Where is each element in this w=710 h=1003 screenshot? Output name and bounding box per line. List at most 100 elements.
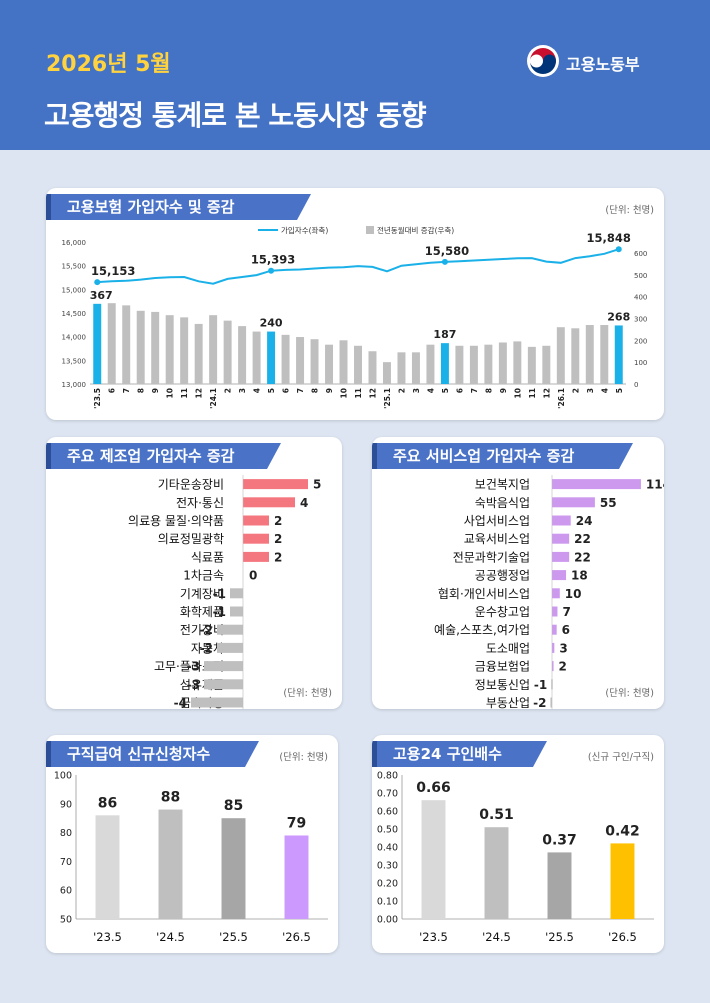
left-axis-tick: 16,000 — [62, 239, 87, 247]
category-label: 의료용 물질·의약품 — [128, 513, 224, 528]
x-tick-label: 8 — [484, 388, 493, 393]
x-tick-label: 3 — [586, 388, 595, 393]
value-label: 10 — [565, 587, 582, 601]
increase-bar — [513, 341, 522, 384]
value-bar — [204, 661, 243, 672]
x-tick-label: 4 — [600, 388, 609, 393]
value-label: 18 — [571, 569, 588, 583]
x-tick-label: 9 — [499, 388, 508, 393]
y-tick-label: 0.20 — [377, 879, 398, 890]
ministry-logo: 고용노동부 — [526, 44, 666, 80]
y-tick-label: 60 — [60, 886, 72, 897]
value-label: 0.37 — [542, 832, 577, 848]
services-chart: 보건복지업114숙박음식업55사업서비스업24교육서비스업22전문과학기술업22… — [434, 475, 664, 709]
value-label: 6 — [562, 623, 570, 637]
increase-bar — [585, 325, 594, 384]
value-bar — [243, 497, 295, 508]
manufacturing-panel: 주요 제조업 가입자수 증감 (단위: 천명) 기타운송장비 5 전자·통신 4 의료용… — [46, 437, 342, 709]
y-tick-label: 0.60 — [377, 807, 398, 818]
value-bar — [552, 624, 557, 635]
increase-bar — [440, 343, 449, 384]
value-bar — [221, 818, 246, 919]
y-tick-label: 0.80 — [377, 771, 398, 782]
increase-bar — [209, 315, 218, 384]
x-tick-label: '26.1 — [557, 388, 566, 409]
x-tick-label: '23.5 — [93, 388, 102, 409]
services-panel: 주요 서비스업 가입자수 증감 (단위: 천명) 보건복지업 114 숙박음식업 55… — [372, 437, 664, 709]
insurance-unit-label: (단위: 천명) — [605, 205, 654, 216]
value-bar — [230, 606, 243, 617]
x-tick-label: '23.5 — [419, 930, 448, 944]
x-tick-label: 7 — [122, 388, 131, 393]
value-label: 22 — [574, 550, 591, 564]
x-tick-label: '25.5 — [219, 930, 248, 944]
right-axis-tick: 400 — [634, 294, 647, 302]
value-bar — [243, 479, 308, 490]
x-tick-label: 4 — [253, 388, 262, 393]
x-tick-label: 6 — [108, 388, 117, 393]
category-label: 의료정밀광학 — [158, 532, 224, 546]
subscriber-point — [268, 267, 275, 274]
category-label: 보건복지업 — [475, 478, 530, 492]
increase-bar — [267, 331, 276, 384]
jobratio-panel: 고용24 구인배수 (신규 구인/구직) 0.00 0.10 0.20 0.30 0.4… — [372, 735, 664, 953]
y-tick-label: 0.40 — [377, 843, 398, 854]
x-tick-label: 7 — [470, 388, 479, 393]
value-bar — [552, 606, 558, 617]
increase-bar — [455, 345, 464, 384]
x-tick-label: 2 — [397, 388, 406, 393]
value-bar — [243, 551, 269, 562]
subscriber-point-label: 15,580 — [425, 244, 469, 258]
subscriber-point-label: 15,848 — [587, 231, 631, 245]
jobratio-panel-title: 고용24 구인배수 — [372, 741, 547, 767]
jobratio-unit-label: (신규 구인/구직) — [587, 752, 654, 763]
value-label: 0.66 — [416, 780, 451, 796]
increase-bar — [542, 345, 551, 384]
left-axis-tick: 15,500 — [62, 263, 87, 271]
value-label: 88 — [161, 790, 180, 806]
value-bar — [610, 843, 635, 919]
x-tick-label: 9 — [325, 388, 334, 393]
y-tick-label: 90 — [60, 799, 72, 810]
taegeuk-icon — [527, 45, 559, 77]
right-axis-tick: 200 — [634, 337, 647, 345]
subscriber-point — [441, 258, 448, 265]
jobseeking-panel: 구직급여 신규신청자수 (단위: 천명) 50 60 70 80 90 100 86 '23.… — [46, 735, 338, 953]
category-label: 정보통신업 — [475, 678, 530, 692]
increase-bar — [93, 303, 102, 384]
category-label: 기계장비 — [180, 587, 224, 601]
insurance-panel-title: 고용보험 가입자수 및 증감 — [46, 194, 311, 220]
x-tick-label: 3 — [412, 388, 421, 393]
value-bar — [230, 588, 243, 599]
category-label: 기타운송장비 — [158, 478, 224, 492]
increase-bar — [339, 340, 348, 384]
value-bar — [95, 815, 120, 919]
category-label: 전문과학기술업 — [453, 550, 530, 564]
category-label: 금융보험업 — [475, 660, 530, 674]
x-tick-label: 5 — [615, 388, 624, 393]
page-title: 고용행정 통계로 본 노동시장 동향 — [44, 99, 427, 132]
x-tick-label: '24.1 — [209, 388, 218, 409]
category-label: 1차금속 — [183, 569, 224, 583]
jobratio-chart: 0.00 0.10 0.20 0.30 0.40 0.50 0.60 0.70 0.80 0.66… — [377, 771, 654, 944]
value-label: 2 — [274, 514, 282, 528]
value-label: -2 — [200, 641, 213, 655]
value-bar — [421, 800, 446, 919]
increase-bar — [252, 331, 261, 384]
x-tick-label: 6 — [282, 388, 291, 393]
legend-bar-label: 전년동월대비 증감(우축) — [377, 225, 454, 235]
x-tick-label: 7 — [296, 388, 305, 393]
left-axis-tick: 13,000 — [62, 381, 87, 389]
right-axis-tick: 100 — [634, 359, 647, 367]
x-tick-label: 11 — [528, 388, 537, 398]
value-bar — [552, 533, 570, 544]
value-bar — [552, 497, 595, 508]
increase-bar — [484, 344, 493, 384]
y-tick-label: 0.30 — [377, 861, 398, 872]
left-axis-tick: 13,500 — [62, 357, 87, 365]
x-tick-label: '26.5 — [608, 930, 637, 944]
x-tick-label: 12 — [542, 388, 551, 398]
category-label: 부동산업 — [486, 696, 530, 709]
report-date: 2026년 5월 — [46, 52, 171, 77]
increase-bar-label: 268 — [607, 310, 630, 323]
